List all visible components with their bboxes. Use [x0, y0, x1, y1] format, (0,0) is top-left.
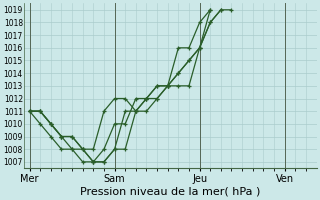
X-axis label: Pression niveau de la mer( hPa ): Pression niveau de la mer( hPa ) — [80, 187, 260, 197]
